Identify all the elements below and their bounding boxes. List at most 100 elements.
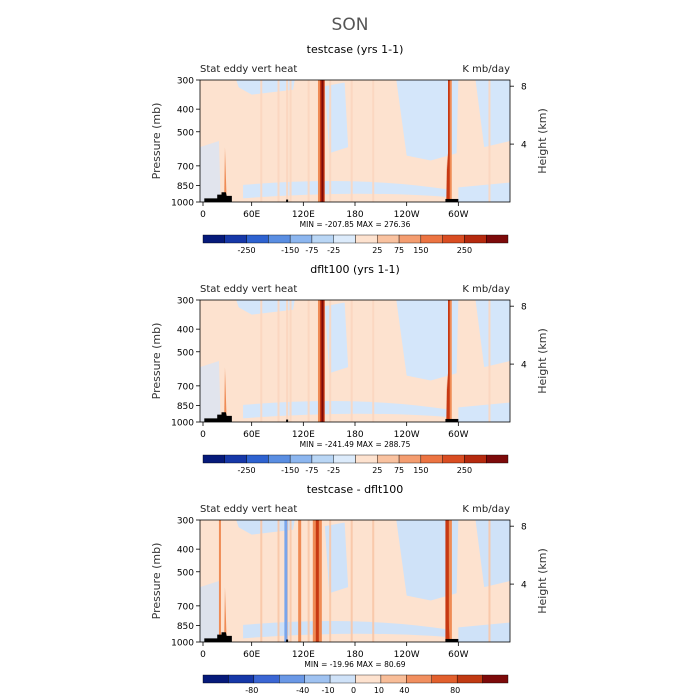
colorbar-swatch bbox=[420, 234, 443, 244]
x-tick-label: 0 bbox=[200, 650, 206, 660]
y2-tick-label: 4 bbox=[521, 581, 527, 591]
x-tick-label: 120E bbox=[292, 650, 315, 660]
streak bbox=[488, 300, 491, 422]
plume bbox=[218, 520, 221, 642]
topography bbox=[445, 198, 459, 202]
blue-region bbox=[200, 361, 221, 422]
colorbar-label: -10 bbox=[322, 686, 335, 695]
colorbar-swatch bbox=[442, 234, 465, 244]
topography bbox=[286, 419, 289, 422]
colorbar-swatch bbox=[486, 454, 509, 464]
y-tick-label: 1000 bbox=[171, 419, 194, 429]
colorbar-swatch bbox=[456, 674, 483, 684]
streak bbox=[350, 80, 353, 202]
streak bbox=[488, 80, 491, 202]
panel-title: testcase (yrs 1-1) bbox=[307, 43, 404, 56]
colorbar-swatch bbox=[398, 454, 422, 464]
plume bbox=[318, 520, 322, 642]
streak bbox=[329, 520, 332, 642]
y2-tick-label: 4 bbox=[521, 361, 527, 371]
colorbar-swatch bbox=[224, 234, 247, 244]
colorbar-swatch bbox=[329, 674, 356, 684]
colorbar-label: 25 bbox=[372, 466, 382, 475]
plume bbox=[448, 520, 452, 642]
streak bbox=[372, 520, 375, 642]
topography bbox=[204, 192, 232, 202]
streak bbox=[488, 520, 491, 642]
x-tick-label: 120W bbox=[394, 210, 420, 220]
right-label: K mb/day bbox=[462, 64, 510, 75]
colorbar-label: 75 bbox=[394, 466, 404, 475]
streak bbox=[260, 80, 263, 202]
colorbar-swatch bbox=[268, 234, 291, 244]
chart-panel-3: testcase - dflt100 Stat eddy vert heat K m… bbox=[150, 483, 549, 695]
figure-title: SON bbox=[332, 15, 369, 35]
y2-axis-label: Height (km) bbox=[536, 548, 549, 614]
blue-band bbox=[458, 182, 510, 202]
plume bbox=[445, 520, 450, 642]
y-tick-label: 850 bbox=[177, 622, 194, 632]
streak bbox=[277, 520, 280, 642]
colorbar-label: -75 bbox=[305, 246, 318, 255]
colorbar-swatch bbox=[202, 234, 225, 244]
streak bbox=[289, 520, 292, 642]
streak bbox=[277, 80, 280, 202]
colorbar-label: 75 bbox=[394, 246, 404, 255]
plume bbox=[317, 80, 320, 202]
x-tick-label: 0 bbox=[200, 430, 206, 440]
streak bbox=[372, 80, 375, 202]
streak bbox=[307, 520, 310, 642]
colorbar-label: -250 bbox=[237, 466, 255, 475]
colorbar-label: -250 bbox=[237, 246, 255, 255]
colorbar-swatch bbox=[202, 454, 225, 464]
colorbar-swatch bbox=[311, 454, 334, 464]
blue-region bbox=[475, 300, 510, 368]
colorbar-swatch bbox=[486, 234, 509, 244]
blue-band bbox=[458, 402, 510, 422]
x-tick-label: 60E bbox=[243, 430, 260, 440]
y2-tick-label: 8 bbox=[521, 523, 527, 533]
colorbar-swatch bbox=[442, 454, 465, 464]
plume bbox=[315, 520, 322, 642]
right-label: K mb/day bbox=[462, 504, 510, 515]
colorbar-label: 80 bbox=[450, 686, 460, 695]
plume bbox=[449, 300, 452, 422]
colorbar-swatch bbox=[420, 454, 443, 464]
colorbar-swatch bbox=[246, 234, 269, 244]
colorbar-label: 250 bbox=[457, 466, 472, 475]
colorbar-label: 250 bbox=[457, 246, 472, 255]
colorbar-swatch bbox=[253, 674, 280, 684]
left-label: Stat eddy vert heat bbox=[200, 284, 297, 295]
y-tick-label: 700 bbox=[177, 382, 194, 392]
colorbar-swatch bbox=[377, 454, 400, 464]
colorbar-swatch bbox=[355, 674, 382, 684]
colorbar-label: 40 bbox=[399, 686, 409, 695]
colorbar-swatch bbox=[268, 454, 291, 464]
blue-band bbox=[243, 181, 450, 199]
colorbar-label: -25 bbox=[327, 466, 340, 475]
colorbar-swatch bbox=[377, 234, 400, 244]
x-tick-label: 120W bbox=[394, 650, 420, 660]
panel-title: dflt100 (yrs 1-1) bbox=[310, 263, 400, 276]
plume bbox=[224, 587, 227, 642]
colorbar-swatch bbox=[228, 674, 255, 684]
colorbar-swatch bbox=[224, 454, 247, 464]
plume bbox=[446, 593, 450, 642]
plume bbox=[446, 153, 450, 202]
colorbar-swatch bbox=[406, 674, 432, 684]
heatmap-field bbox=[200, 300, 510, 422]
colorbar-swatch bbox=[464, 454, 487, 464]
colorbar-label: -150 bbox=[281, 466, 299, 475]
y2-axis-label: Height (km) bbox=[536, 328, 549, 394]
colorbar-label: -80 bbox=[245, 686, 258, 695]
plume bbox=[448, 80, 451, 202]
colorbar-label: 150 bbox=[413, 246, 428, 255]
stats-text: MIN = -207.85 MAX = 276.36 bbox=[300, 220, 411, 229]
streak bbox=[286, 80, 289, 202]
topography bbox=[286, 639, 289, 642]
streak bbox=[307, 80, 310, 202]
y-tick-label: 1000 bbox=[171, 199, 194, 209]
x-tick-label: 0 bbox=[200, 210, 206, 220]
stats-text: MIN = -241.49 MAX = 288.75 bbox=[300, 440, 411, 449]
streak bbox=[260, 520, 263, 642]
